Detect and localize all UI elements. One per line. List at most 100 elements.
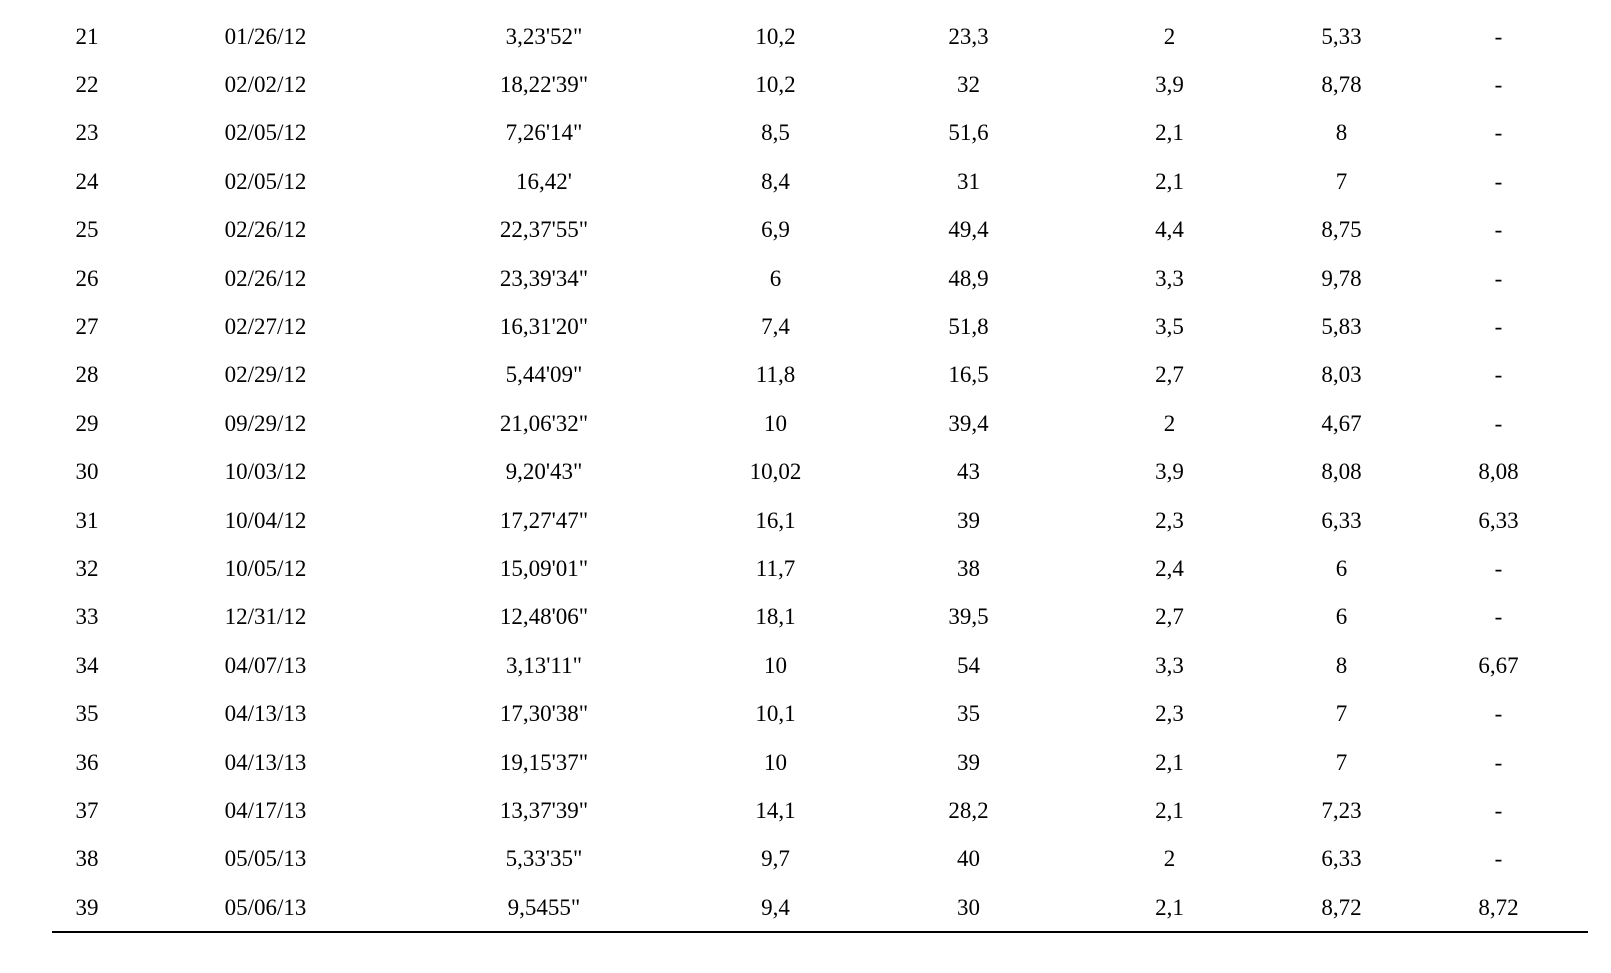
- value-b-cell: 39,5: [948, 604, 989, 630]
- value-a-cell: 10,2: [755, 72, 796, 98]
- time-cell: 9,5455": [409, 883, 679, 934]
- time-cell: 13,37'39": [499, 797, 589, 823]
- value-c-cell: 2,1: [1155, 749, 1184, 775]
- value-a-cell: 6: [769, 265, 782, 291]
- value-c-cell: 2,1: [1065, 883, 1274, 934]
- value-d-cell: 8,72: [1274, 883, 1409, 934]
- time-cell: 18,22'39": [499, 72, 589, 98]
- value-b-cell: 40: [957, 846, 980, 872]
- row-number-cell: 24: [75, 168, 99, 194]
- row-number-cell: 36: [75, 749, 99, 775]
- time-cell: 19,15'37": [499, 749, 589, 775]
- value-d-cell: 7: [1335, 749, 1348, 775]
- row-number-cell: 21: [75, 23, 99, 49]
- time-cell: 5,44'09": [505, 362, 583, 388]
- value-b-cell: 54: [957, 652, 980, 678]
- value-e-cell: 6,33: [1478, 507, 1519, 533]
- value-e-cell: -: [1494, 217, 1503, 243]
- date-cell: 10/05/12: [224, 555, 307, 581]
- value-e-cell: -: [1494, 846, 1503, 872]
- value-a-cell: 7,4: [761, 314, 790, 340]
- time-cell: 22,37'55": [499, 217, 589, 243]
- value-c-cell: 2: [1163, 846, 1176, 872]
- table-row: 39 05/06/13 9,5455" 9,4 30 2,1 8,72 8,72: [52, 883, 1588, 934]
- table-row: 24 02/05/12 16,42' 8,4 31 2,1 7 -: [52, 157, 1588, 205]
- value-a-cell: 9,4: [679, 883, 872, 934]
- value-d-cell: 8: [1335, 652, 1348, 678]
- value-d-cell: 8,08: [1321, 459, 1362, 485]
- row-number-cell: 22: [75, 72, 99, 98]
- value-b-cell: 31: [957, 168, 980, 194]
- value-b-cell: 32: [957, 72, 980, 98]
- table-row: 34 04/07/13 3,13'11" 10 54 3,3 8 6,67: [52, 641, 1588, 689]
- row-number-cell: 39: [52, 883, 122, 934]
- table-row: 28 02/29/12 5,44'09" 11,8 16,5 2,7 8,03 -: [52, 351, 1588, 399]
- date-cell: 04/13/13: [224, 749, 307, 775]
- table-row: 38 05/05/13 5,33'35" 9,7 40 2 6,33 -: [52, 835, 1588, 883]
- value-d-cell: 9,78: [1321, 265, 1362, 291]
- value-c-cell: 2,1: [1155, 120, 1184, 146]
- table-row: 36 04/13/13 19,15'37" 10 39 2,1 7 -: [52, 738, 1588, 786]
- table-row: 21 01/26/12 3,23'52" 10,2 23,3 2 5,33 -: [52, 12, 1588, 60]
- date-cell: 04/07/13: [224, 652, 307, 678]
- value-c-cell: 3,5: [1155, 314, 1184, 340]
- value-b-cell: 30: [872, 883, 1065, 934]
- value-a-cell: 10,1: [755, 701, 796, 727]
- value-c-cell: 3,3: [1155, 652, 1184, 678]
- value-d-cell: 7: [1335, 168, 1348, 194]
- value-c-cell: 4,4: [1155, 217, 1184, 243]
- date-cell: 02/05/12: [224, 168, 307, 194]
- value-b-cell: 16,5: [948, 362, 989, 388]
- value-a-cell: 14,1: [755, 797, 796, 823]
- value-a-cell: 11,8: [755, 362, 796, 388]
- date-cell: 10/04/12: [224, 507, 307, 533]
- table-row: 30 10/03/12 9,20'43" 10,02 43 3,9 8,08 8,08: [52, 448, 1588, 496]
- value-c-cell: 2,1: [1155, 168, 1184, 194]
- time-cell: 12,48'06": [499, 604, 589, 630]
- value-a-cell: 18,1: [755, 604, 796, 630]
- value-e-cell: -: [1494, 604, 1503, 630]
- value-b-cell: 23,3: [948, 23, 989, 49]
- value-c-cell: 2,3: [1155, 701, 1184, 727]
- table-row: 25 02/26/12 22,37'55" 6,9 49,4 4,4 8,75 -: [52, 206, 1588, 254]
- value-b-cell: 39,4: [948, 410, 989, 436]
- value-d-cell: 7: [1335, 701, 1348, 727]
- time-cell: 3,23'52": [505, 23, 583, 49]
- row-number-cell: 37: [75, 797, 99, 823]
- value-b-cell: 39: [957, 507, 980, 533]
- table-body: 21 01/26/12 3,23'52" 10,2 23,3 2 5,33-22 02/02/…: [52, 12, 1588, 934]
- value-a-cell: 11,7: [755, 555, 796, 581]
- value-d-cell: 5,33: [1321, 23, 1362, 49]
- value-d-cell: 8,78: [1321, 72, 1362, 98]
- value-e-cell: -: [1494, 120, 1503, 146]
- date-cell: 02/27/12: [224, 314, 307, 340]
- row-number-cell: 35: [75, 701, 99, 727]
- value-d-cell: 6,33: [1321, 507, 1362, 533]
- row-number-cell: 30: [75, 459, 99, 485]
- row-number-cell: 23: [75, 120, 99, 146]
- row-number-cell: 27: [75, 314, 99, 340]
- value-d-cell: 8,75: [1321, 217, 1362, 243]
- value-a-cell: 9,7: [761, 846, 790, 872]
- data-table: 21 01/26/12 3,23'52" 10,2 23,3 2 5,33-22 02/02/…: [52, 12, 1588, 934]
- value-c-cell: 2,1: [1155, 797, 1184, 823]
- value-c-cell: 3,3: [1155, 265, 1184, 291]
- value-e-cell: -: [1494, 410, 1503, 436]
- value-d-cell: 7,23: [1321, 797, 1362, 823]
- value-d-cell: 6: [1335, 604, 1348, 630]
- value-d-cell: 5,83: [1321, 314, 1362, 340]
- value-b-cell: 39: [957, 749, 980, 775]
- value-e-cell: -: [1494, 72, 1503, 98]
- date-cell: 05/06/13: [122, 883, 409, 934]
- date-cell: 02/29/12: [224, 362, 307, 388]
- value-e-cell: -: [1494, 555, 1503, 581]
- value-c-cell: 2: [1163, 410, 1176, 436]
- value-c-cell: 2,7: [1155, 604, 1184, 630]
- row-number-cell: 31: [75, 507, 99, 533]
- value-e-cell: 8,72: [1409, 883, 1588, 934]
- time-cell: 15,09'01": [499, 555, 589, 581]
- value-b-cell: 38: [957, 555, 980, 581]
- value-b-cell: 28,2: [948, 797, 989, 823]
- value-b-cell: 35: [957, 701, 980, 727]
- date-cell: 01/26/12: [224, 23, 307, 49]
